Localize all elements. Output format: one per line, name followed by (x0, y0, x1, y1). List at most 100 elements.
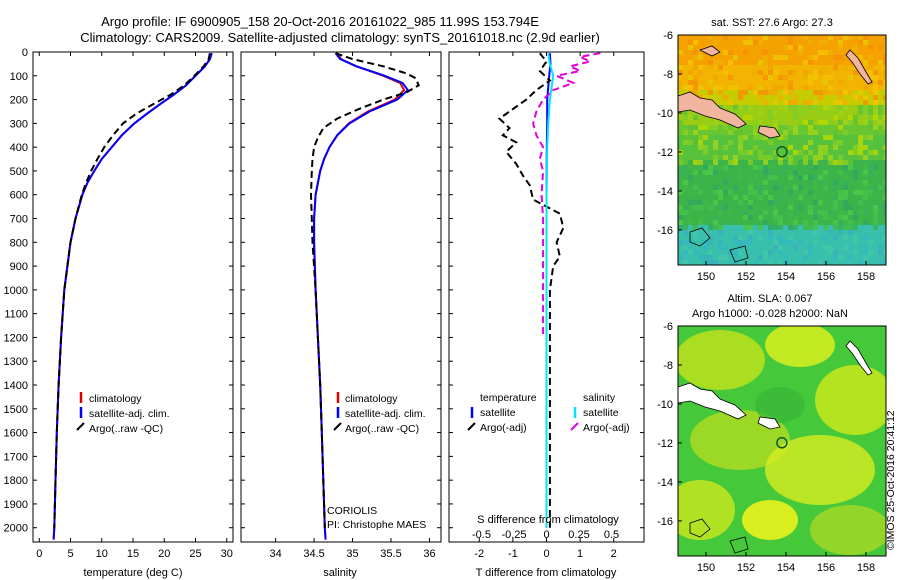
top-tick-label: 0 (543, 529, 549, 541)
x-tick-label: 1 (577, 548, 583, 560)
depth-tick-label: 100 (10, 71, 28, 83)
depth-tick-label: 1500 (4, 404, 28, 416)
x-tick-label: 0 (543, 548, 549, 560)
depth-tick-label: 1300 (4, 356, 28, 368)
argo-position-marker (776, 146, 788, 158)
depth-tick-label: 0 (22, 47, 28, 59)
series-satellite-adj-clim- (313, 52, 410, 540)
depth-tick-label: 1200 (4, 332, 28, 344)
legend-swatch-sal-argo (570, 422, 579, 431)
depth-tick-label: 1400 (4, 380, 28, 392)
map-y-tick-label: -12 (657, 438, 673, 450)
map-y-tick-label: -8 (663, 69, 673, 81)
map-sla-subtitle: Argo h1000: -0.028 h2000: NaN (692, 308, 848, 320)
map-x-tick-label: 152 (737, 562, 755, 574)
x-tick-label: 34 (269, 548, 281, 560)
map-x-tick-label: 154 (777, 562, 795, 574)
title-line1: Argo profile: IF 6900905_158 20-Oct-2016… (101, 14, 539, 29)
x-tick-label: -2 (474, 548, 484, 560)
map-y-tick-label: -16 (657, 516, 673, 528)
depth-tick-label: 1700 (4, 451, 28, 463)
credit-line1: CORIOLIS (327, 505, 377, 517)
legend-swatch-argo (76, 422, 85, 431)
map-x-tick-label: 152 (737, 271, 755, 283)
legend-difference: temperature satellite Argo(-adj) salinit… (467, 392, 630, 434)
depth-tick-label: 400 (10, 142, 28, 154)
x-tick-label: 36 (423, 548, 435, 560)
map-x-tick-label: 156 (817, 271, 835, 283)
map-x-tick-label: 150 (697, 562, 715, 574)
map-x-tick-label: 150 (697, 271, 715, 283)
map-x-tick-label: 154 (777, 271, 795, 283)
x-tick-label: 25 (189, 548, 201, 560)
map-y-tick-label: -10 (657, 399, 673, 411)
panel-salinity (240, 51, 442, 543)
legend-swatch-temp-argo (467, 422, 476, 431)
series-salinity-argo-adj- (532, 52, 601, 338)
legend-label-temp-satellite: satellite (480, 407, 516, 419)
xlabel-temperature: temperature (deg C) (83, 567, 182, 579)
series-temperature-argo-adj- (497, 52, 565, 528)
depth-tick-label: 700 (10, 214, 28, 226)
legend-temperature: climatology satellite-adj. clim. Argo(..… (76, 392, 170, 435)
xlabel-difference: T difference from climatology (476, 567, 617, 579)
map-y-tick-label: -16 (657, 225, 673, 237)
title-line2: Climatology: CARS2009. Satellite-adjuste… (80, 30, 600, 45)
map-y-tick-label: -14 (657, 477, 673, 489)
map-y-tick-label: -10 (657, 108, 673, 120)
legend-salinity: climatology satellite-adj. clim. Argo(..… (333, 392, 426, 435)
credit-line2: PI: Christophe MAES (327, 519, 426, 531)
x-tick-label: -1 (508, 548, 518, 560)
argo-position-marker (776, 437, 788, 449)
depth-tick-label: 600 (10, 190, 28, 202)
map-y-tick-label: -12 (657, 147, 673, 159)
x-tick-label: 15 (127, 548, 139, 560)
depth-tick-label: 1600 (4, 428, 28, 440)
legend-header-temperature: temperature (480, 392, 537, 404)
depth-tick-label: 900 (10, 261, 28, 273)
legend-label-argo: Argo(..raw -QC) (345, 423, 419, 435)
x-tick-label: 2 (611, 548, 617, 560)
legend-label-satellite: satellite-adj. clim. (89, 408, 170, 420)
map-y-tick-label: -14 (657, 186, 673, 198)
x-tick-label: 30 (221, 548, 233, 560)
map-y-tick-label: -6 (663, 30, 673, 42)
top-tick-label: 0.5 (604, 529, 619, 541)
map-y-tick-label: -6 (663, 321, 673, 333)
map-x-tick-label: 158 (857, 271, 875, 283)
map-sst-title: sat. SST: 27.6 Argo: 27.3 (711, 17, 833, 29)
legend-label-temp-argo: Argo(-adj) (480, 422, 527, 434)
x-tick-label: 20 (158, 548, 170, 560)
depth-tick-label: 1000 (4, 285, 28, 297)
top-tick-label: -0.5 (472, 529, 491, 541)
depth-tick-label: 800 (10, 237, 28, 249)
map-sla: 150 152 154 156 158 -6 -8 -10 -12 -14 -16 (657, 321, 887, 574)
legend-label-climatology: climatology (89, 393, 142, 405)
panel-temperature (32, 51, 234, 543)
map-sla-title: Altim. SLA: 0.067 (728, 293, 813, 305)
depth-tick-label: 200 (10, 95, 28, 107)
depth-tick-label: 500 (10, 166, 28, 178)
map-y-tick-label: -8 (663, 360, 673, 372)
x-tick-label: 5 (67, 548, 73, 560)
x-tick-label: 35.5 (380, 548, 401, 560)
x-tick-label: 34.5 (303, 548, 324, 560)
x-tick-label: 35 (346, 548, 358, 560)
legend-label-argo: Argo(..raw -QC) (89, 423, 163, 435)
legend-label-satellite: satellite-adj. clim. (345, 408, 426, 420)
depth-tick-label: 1800 (4, 475, 28, 487)
depth-tick-label: 1100 (4, 309, 28, 321)
legend-label-sal-argo: Argo(-adj) (583, 422, 630, 434)
top-tick-label: -0.25 (501, 529, 526, 541)
top-tick-label: 0.25 (568, 529, 589, 541)
depth-tick-label: 1900 (4, 499, 28, 511)
series-argo-raw-qc- (53, 52, 211, 528)
map-x-tick-label: 156 (817, 562, 835, 574)
series-argo-raw-qc- (309, 52, 420, 528)
depth-tick-label: 2000 (4, 523, 28, 535)
legend-label-climatology: climatology (345, 393, 398, 405)
map-sst: 150 152 154 156 158 -6 -8 -10 -12 -14 -16 (657, 30, 887, 283)
legend-swatch-argo (333, 422, 342, 431)
x-tick-label: 10 (96, 548, 108, 560)
depth-tick-label: 300 (10, 118, 28, 130)
